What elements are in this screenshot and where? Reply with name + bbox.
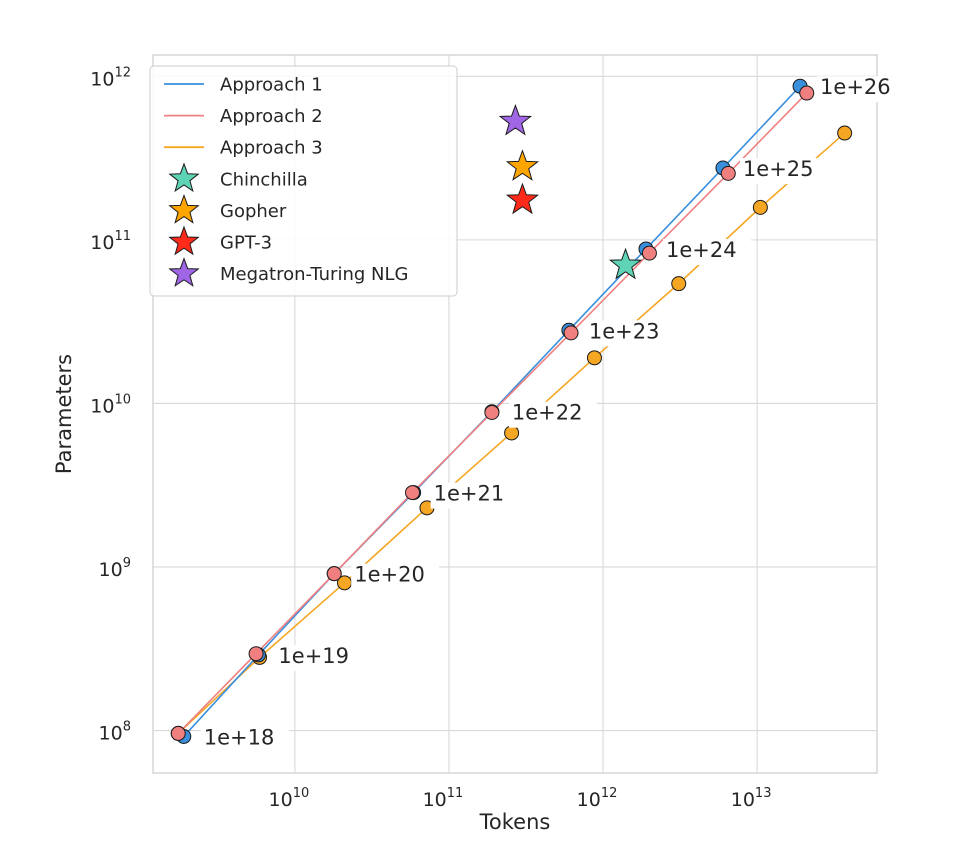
y-tick-label: 1011: [90, 229, 131, 254]
flop-label: 1e+25: [743, 157, 814, 181]
legend-star-gpt-3: [168, 225, 200, 256]
flop-label-bg: [200, 726, 289, 753]
series-markers: [170, 78, 853, 744]
flop-label: 1e+20: [354, 563, 425, 587]
model-star-gpt-3: [505, 182, 540, 215]
legend: Approach 1 Approach 2 Approach 3 Chinchilla…: [149, 65, 458, 297]
model-star-megatron-turing-nlg: [498, 103, 533, 136]
flop-label-bg: [275, 644, 364, 671]
point-approach-2: [170, 725, 186, 741]
legend-label-gopher: Gopher: [220, 201, 287, 222]
flop-labels: 1e+18 1e+19 1e+20 1e+21 1e+22 1e+23 1e+24 1e+25…: [200, 75, 906, 753]
legend-label-approach-2: Approach 2: [220, 106, 323, 127]
y-tick-label: 108: [99, 720, 131, 745]
y-tick-label: 109: [99, 556, 131, 581]
flop-label-bg: [351, 563, 440, 590]
x-tick-label: 1013: [731, 786, 772, 811]
legend-star-gopher: [168, 193, 200, 224]
point-approach-2: [326, 566, 342, 582]
legend-label-approach-3: Approach 3: [220, 138, 323, 159]
tick-labels: 1010 1011 1012 1013 108 109 1010 1011 1012: [90, 65, 771, 811]
point-approach-3: [837, 125, 853, 141]
flop-label-bg: [817, 76, 906, 103]
flop-label: 1e+18: [204, 725, 275, 749]
point-approach-3: [586, 350, 602, 366]
flop-label-bg: [739, 158, 828, 185]
y-tick-label: 1010: [90, 392, 131, 417]
flop-label: 1e+23: [589, 319, 660, 343]
flop-label: 1e+22: [512, 401, 583, 425]
point-approach-3: [752, 199, 768, 215]
point-approach-2: [248, 646, 264, 662]
x-tick-label: 1010: [269, 786, 310, 811]
legend-box: [149, 65, 458, 297]
x-tick-label: 1011: [423, 786, 464, 811]
point-approach-3: [671, 276, 687, 292]
flop-label-bg: [508, 401, 597, 428]
flop-label: 1e+24: [666, 238, 737, 262]
legend-label-gpt-3: GPT-3: [220, 233, 272, 254]
legend-label-chinchilla: Chinchilla: [220, 169, 308, 190]
point-approach-2: [405, 485, 421, 501]
y-tick-label: 1012: [90, 65, 131, 90]
point-approach-3: [504, 425, 520, 441]
model-stars: [498, 103, 643, 280]
point-approach-2: [563, 325, 579, 341]
point-approach-2: [484, 405, 500, 421]
model-star-chinchilla: [608, 247, 643, 280]
x-tick-label: 1012: [577, 786, 618, 811]
flop-label: 1e+26: [820, 75, 891, 99]
point-approach-2: [720, 165, 736, 181]
flop-label-bg: [662, 238, 751, 265]
flop-label-bg: [585, 320, 674, 347]
flop-label: 1e+19: [278, 644, 349, 668]
legend-label-approach-1: Approach 1: [220, 75, 323, 96]
point-approach-2: [799, 85, 815, 101]
model-star-gopher: [505, 149, 540, 181]
flop-label: 1e+21: [434, 482, 505, 506]
flop-label-bg: [430, 482, 519, 509]
legend-star-chinchilla: [168, 162, 200, 193]
legend-star-megatron-turing-nlg: [168, 257, 200, 287]
point-approach-2: [641, 245, 657, 261]
legend-label-megatron-turing-nlg: Megatron-Turing NLG: [220, 264, 408, 285]
x-axis-label: Tokens: [479, 810, 551, 834]
y-axis-label: Parameters: [52, 354, 76, 474]
